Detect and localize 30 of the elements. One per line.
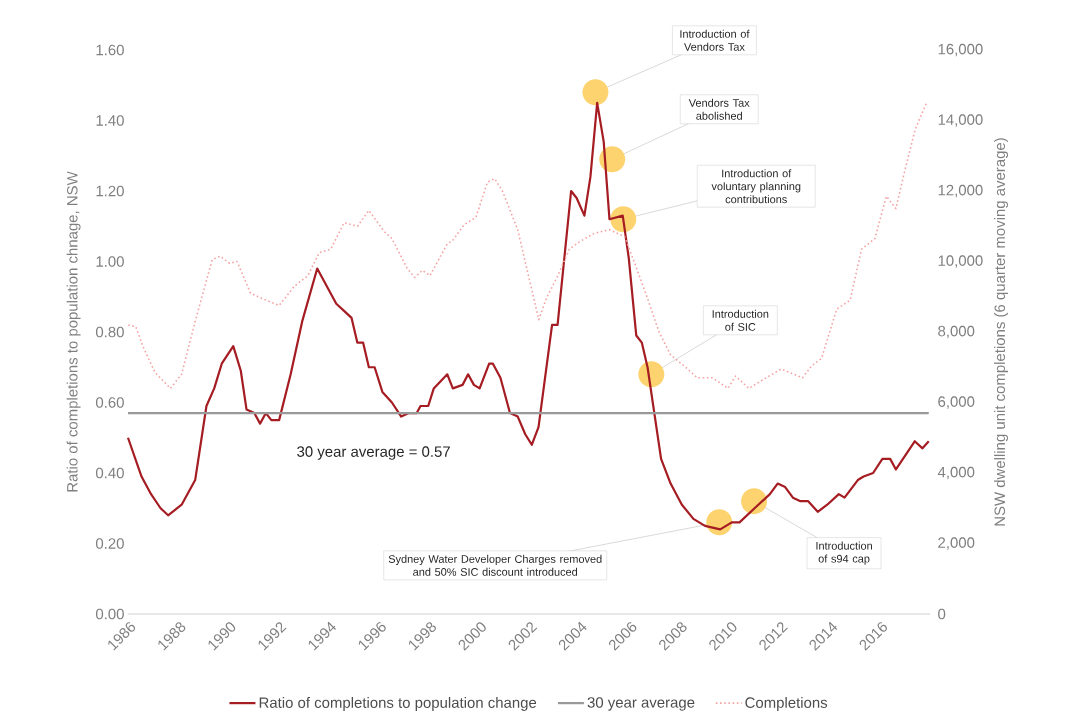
- y2-axis-title: NSW dwelling unit completions (6 quarter moving average): [994, 138, 1008, 526]
- y-tick-label: 0.20: [95, 538, 124, 549]
- y-tick-label: 0.00: [95, 608, 124, 620]
- annotation: Introduction of Vendors Tax: [680, 29, 750, 51]
- y-tick-label: 1.20: [96, 185, 124, 197]
- annotation: Vendors Tax abolished: [688, 98, 750, 120]
- y-tick-label: 0.40: [95, 467, 124, 479]
- legend-label: Ratio of completions to population change: [259, 696, 537, 711]
- y2-tick-label: 0: [938, 608, 946, 620]
- y2-tick-label: 2,000: [938, 537, 975, 550]
- y2-tick-label: 6,000: [938, 396, 975, 409]
- legend-label: Completions: [745, 696, 828, 711]
- y2-tick-label: 14,000: [938, 114, 983, 127]
- annotation: Introduction of SIC: [712, 309, 769, 331]
- y2-tick-label: 16,000: [938, 43, 983, 57]
- annotation: Sydney Water Developer Charges removed and 50% SIC discount introduced: [388, 554, 602, 576]
- y2-tick-label: 8,000: [938, 325, 975, 339]
- y2-tick-label: 10,000: [938, 255, 983, 268]
- y-tick-label: 0.60: [95, 397, 124, 408]
- y-tick-label: 1.60: [96, 44, 124, 56]
- y2-tick-label: 4,000: [937, 466, 975, 480]
- annotation: Introduction of s94 cap: [816, 541, 872, 565]
- annotation: Introduction of voluntary planning contributions: [711, 169, 801, 204]
- y-tick-label: 0.80: [95, 326, 124, 338]
- annotation: 30 year average = 0.57: [297, 446, 450, 460]
- y-tick-label: 1.00: [96, 256, 124, 267]
- y2-tick-label: 12,000: [938, 184, 983, 198]
- legend-label: 30 year average: [587, 697, 695, 711]
- y-tick-label: 1.40: [96, 115, 124, 126]
- y-axis-title: Ratio of completions to population chnage, NSW: [66, 171, 81, 492]
